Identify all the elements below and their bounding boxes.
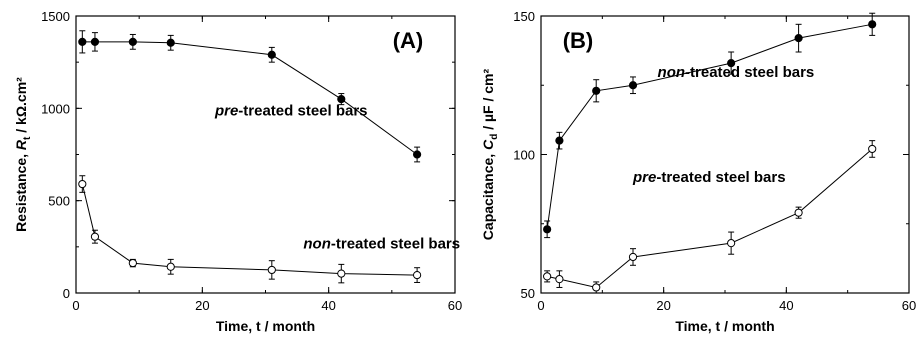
series-filled: [543, 12, 877, 239]
x-tick-label: 40: [779, 298, 793, 313]
data-point-open: [543, 272, 552, 281]
y-tick-label: 150: [513, 9, 535, 24]
annotation-text: -treated steel bars: [685, 64, 814, 81]
data-point-filled: [555, 136, 564, 145]
y-axis-title-subscript: t: [22, 136, 33, 140]
data-point-open: [727, 239, 736, 248]
x-tick-label: 0: [537, 298, 544, 313]
series-open: [543, 140, 877, 294]
series-annotation: pre-treated steel bars: [632, 169, 786, 186]
x-tick-label: 60: [902, 298, 916, 313]
data-point-open: [128, 258, 137, 268]
x-axis-title: Time, t / month: [216, 318, 315, 334]
y-tick-label: 1500: [41, 9, 70, 24]
data-point-filled: [90, 37, 100, 46]
annotation-italic: pre: [632, 169, 656, 186]
data-point-open: [337, 269, 346, 278]
data-point-open: [592, 283, 601, 292]
data-point-open: [166, 262, 175, 271]
y-axis-title-variable: C: [480, 139, 496, 150]
x-tick-label: 20: [195, 298, 209, 313]
data-point-filled: [413, 150, 422, 159]
data-point-filled: [628, 81, 638, 90]
annotation-text: -treated steel bars: [656, 169, 785, 186]
series-annotation: non-treated steel bars: [658, 64, 815, 81]
data-point-open: [90, 232, 100, 241]
series-open: [78, 175, 422, 284]
y-tick-label: 1000: [41, 101, 70, 116]
data-point-open: [78, 179, 87, 189]
data-point-filled: [267, 50, 276, 59]
x-tick-label: 60: [448, 298, 462, 313]
y-axis-title-unit: / kΩ.cm²: [13, 77, 29, 137]
y-tick-label: 50: [521, 286, 535, 301]
data-point-open: [868, 144, 877, 154]
series-filled: [78, 30, 422, 163]
data-point-open: [267, 265, 276, 275]
data-point-filled: [727, 58, 736, 68]
annotation-text: -treated steel bars: [238, 103, 367, 120]
data-point-filled: [794, 34, 803, 43]
panel-label: (A): [393, 28, 424, 53]
data-point-open: [413, 270, 422, 280]
data-point-filled: [128, 37, 137, 46]
y-tick-label: 0: [63, 286, 70, 301]
y-axis-title: Resistance, Rt / kΩ.cm²: [13, 77, 33, 232]
data-point-filled: [337, 95, 346, 104]
x-tick-label: 20: [656, 298, 670, 313]
data-point-open: [794, 208, 803, 217]
y-axis-title-unit: / µF / cm²: [480, 68, 496, 133]
data-point-filled: [868, 20, 877, 29]
x-axis-title: Time, t / month: [675, 318, 774, 334]
data-point-open: [628, 252, 638, 262]
y-axis-title-subscript: d: [489, 134, 500, 140]
y-axis-title-main: Capacitance,: [480, 150, 496, 240]
panel-label: (B): [563, 28, 594, 53]
annotation-italic: pre: [214, 103, 238, 120]
y-tick-label: 500: [48, 194, 70, 209]
x-tick-label: 40: [321, 298, 335, 313]
data-point-filled: [543, 225, 552, 234]
series-line: [82, 41, 418, 155]
data-point-filled: [166, 38, 175, 47]
data-point-open: [555, 275, 564, 284]
panel-b: 0 20 40 60 50 100 150 Time, t / month Capacitanc…: [480, 9, 916, 334]
annotation-text: -treated steel bars: [331, 236, 460, 253]
data-point-filled: [592, 86, 601, 95]
panel-a: 0 20 40 60 0 500 1000 1500 Time, t / month Resist…: [13, 9, 462, 334]
y-axis-title: Capacitance, Cd / µF / cm²: [480, 68, 500, 240]
series-annotation: pre-treated steel bars: [214, 103, 368, 120]
x-tick-label: 0: [72, 298, 79, 313]
data-point-filled: [78, 37, 87, 46]
y-tick-label: 100: [513, 148, 535, 163]
plot-frame: [540, 15, 910, 294]
y-axis-title-main: Resistance,: [13, 150, 29, 232]
series-annotation: non-treated steel bars: [303, 236, 460, 253]
series-line: [546, 23, 873, 230]
y-axis-title-variable: R: [13, 139, 29, 150]
annotation-italic: non: [658, 64, 686, 81]
annotation-italic: non: [303, 236, 331, 253]
